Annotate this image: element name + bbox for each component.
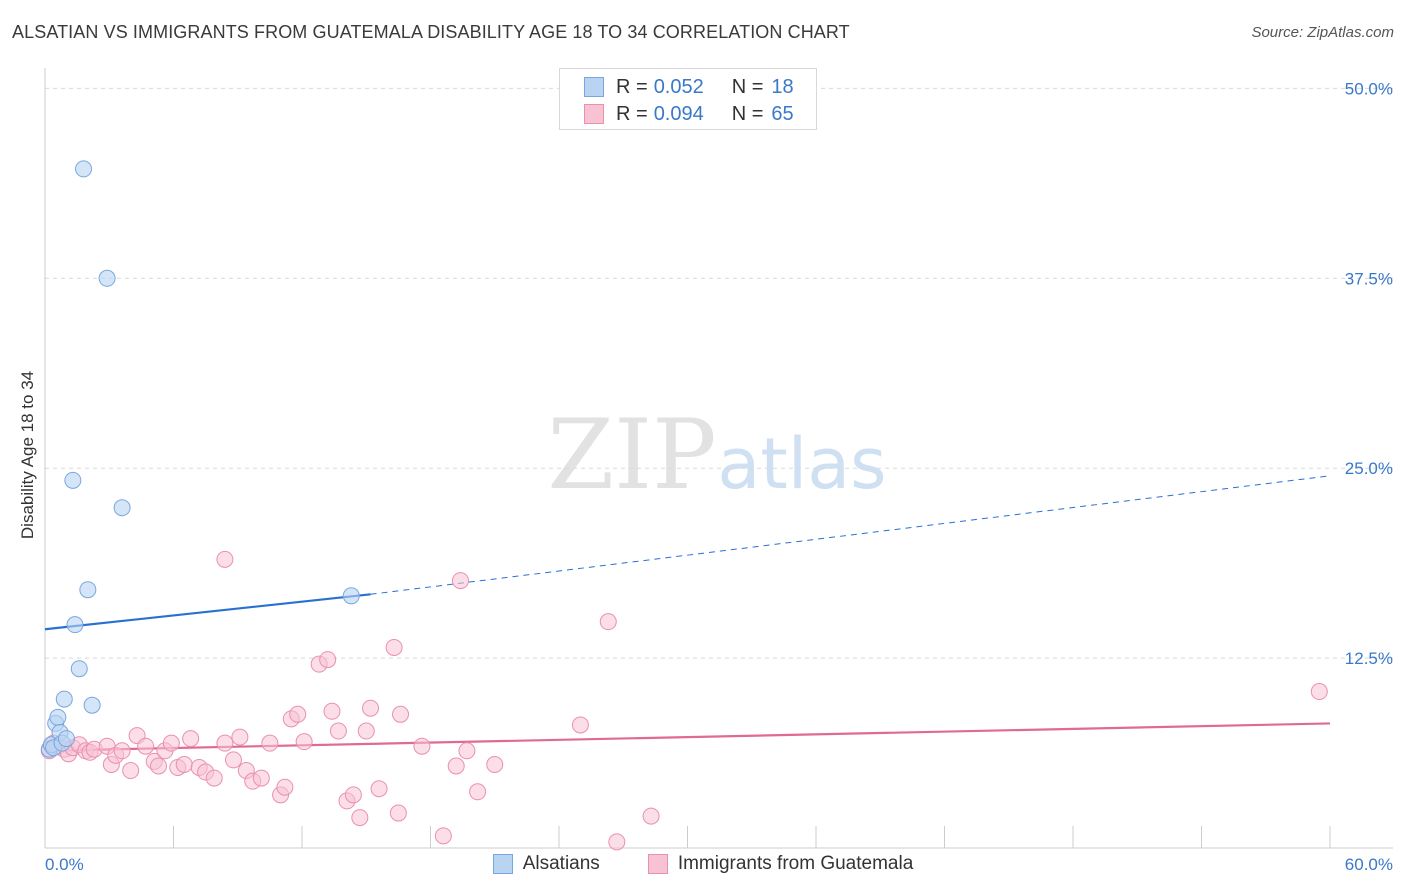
n-value: 65 — [771, 102, 794, 125]
legend-label-alsatians: Alsatians — [522, 853, 600, 874]
data-point-guatemala — [182, 730, 200, 748]
r-value: 0.094 — [653, 102, 704, 125]
legend-swatch-pink — [584, 104, 604, 124]
data-point-guatemala — [216, 550, 234, 568]
trend-line-alsatians-extension — [370, 475, 1331, 595]
r-label: R = — [616, 102, 648, 125]
correlation-legend: R = 0.052 N = 18 R = 0.094 N = 65 — [559, 68, 817, 130]
data-point-guatemala — [295, 733, 313, 751]
data-point-guatemala — [571, 716, 589, 734]
legend-swatch-blue — [584, 77, 604, 97]
legend-label-guatemala: Immigrants from Guatemala — [677, 853, 914, 874]
data-point-alsatians — [342, 587, 360, 605]
watermark-zip: ZIP — [547, 399, 716, 511]
legend-swatch-blue — [492, 854, 513, 874]
data-point-guatemala — [370, 780, 388, 798]
data-point-guatemala — [162, 734, 180, 752]
data-point-guatemala — [385, 638, 403, 656]
legend-row-alsatians: R = 0.052 N = 18 — [584, 75, 794, 99]
data-point-alsatians — [98, 269, 116, 287]
data-point-guatemala — [329, 722, 347, 740]
data-point-guatemala — [351, 809, 369, 827]
data-point-guatemala — [357, 722, 375, 740]
x-tick-label: 0.0% — [45, 855, 84, 874]
data-point-guatemala — [289, 705, 307, 723]
data-point-guatemala — [319, 651, 337, 669]
data-point-guatemala — [224, 751, 242, 769]
data-point-guatemala — [362, 699, 380, 717]
data-point-guatemala — [137, 737, 155, 755]
data-point-guatemala — [113, 742, 131, 760]
data-point-guatemala — [323, 702, 341, 720]
source-label: Source: ZipAtlas.com — [1251, 24, 1394, 41]
data-point-guatemala — [261, 734, 279, 752]
trend-line-alsatians — [44, 593, 371, 631]
data-point-guatemala — [389, 804, 407, 822]
data-point-guatemala — [458, 742, 476, 760]
r-label: R = — [616, 75, 648, 98]
y-tick-label: 37.5% — [1345, 269, 1393, 288]
data-point-guatemala — [392, 705, 410, 723]
legend-row-guatemala: R = 0.094 N = 65 — [584, 102, 794, 126]
series-legend: Alsatians Immigrants from Guatemala — [0, 850, 1406, 878]
data-point-guatemala — [447, 757, 465, 775]
data-point-guatemala — [599, 613, 617, 631]
n-label: N = — [731, 102, 764, 125]
trend-line-guatemala — [44, 722, 1331, 752]
data-point-guatemala — [205, 769, 223, 787]
data-point-guatemala — [252, 769, 270, 787]
data-point-guatemala — [175, 755, 193, 773]
legend-swatch-pink — [647, 854, 668, 874]
data-point-guatemala — [451, 572, 469, 590]
data-point-guatemala — [608, 833, 626, 851]
data-point-alsatians — [113, 499, 131, 517]
data-point-alsatians — [70, 660, 88, 678]
data-point-alsatians — [66, 616, 84, 634]
data-point-alsatians — [75, 160, 93, 178]
data-point-guatemala — [434, 827, 452, 845]
data-point-alsatians — [57, 730, 75, 748]
data-point-guatemala — [276, 778, 294, 796]
data-point-guatemala — [469, 783, 487, 801]
watermark-atlas: atlas — [717, 423, 886, 505]
data-point-guatemala — [642, 807, 660, 825]
legend-item-alsatians: Alsatians — [492, 853, 600, 875]
x-tick-label: 60.0% — [1345, 855, 1393, 874]
data-point-guatemala — [486, 755, 504, 773]
data-point-guatemala — [216, 734, 234, 752]
data-point-alsatians — [83, 696, 101, 714]
r-value: 0.052 — [653, 75, 704, 98]
chart-title: ALSATIAN VS IMMIGRANTS FROM GUATEMALA DI… — [12, 22, 850, 42]
y-tick-label: 25.0% — [1345, 459, 1393, 478]
data-point-guatemala — [150, 757, 168, 775]
data-point-alsatians — [79, 581, 97, 599]
data-point-guatemala — [413, 737, 431, 755]
n-value: 18 — [771, 75, 794, 98]
data-point-guatemala — [1310, 683, 1328, 701]
y-tick-label: 50.0% — [1345, 79, 1393, 98]
legend-item-guatemala: Immigrants from Guatemala — [647, 853, 914, 875]
data-point-guatemala — [122, 762, 140, 780]
data-point-guatemala — [231, 728, 249, 746]
data-point-guatemala — [344, 786, 362, 804]
y-tick-label: 12.5% — [1345, 649, 1393, 668]
data-point-alsatians — [64, 471, 82, 489]
data-point-alsatians — [49, 708, 67, 726]
n-label: N = — [731, 75, 764, 98]
data-point-alsatians — [55, 690, 73, 708]
